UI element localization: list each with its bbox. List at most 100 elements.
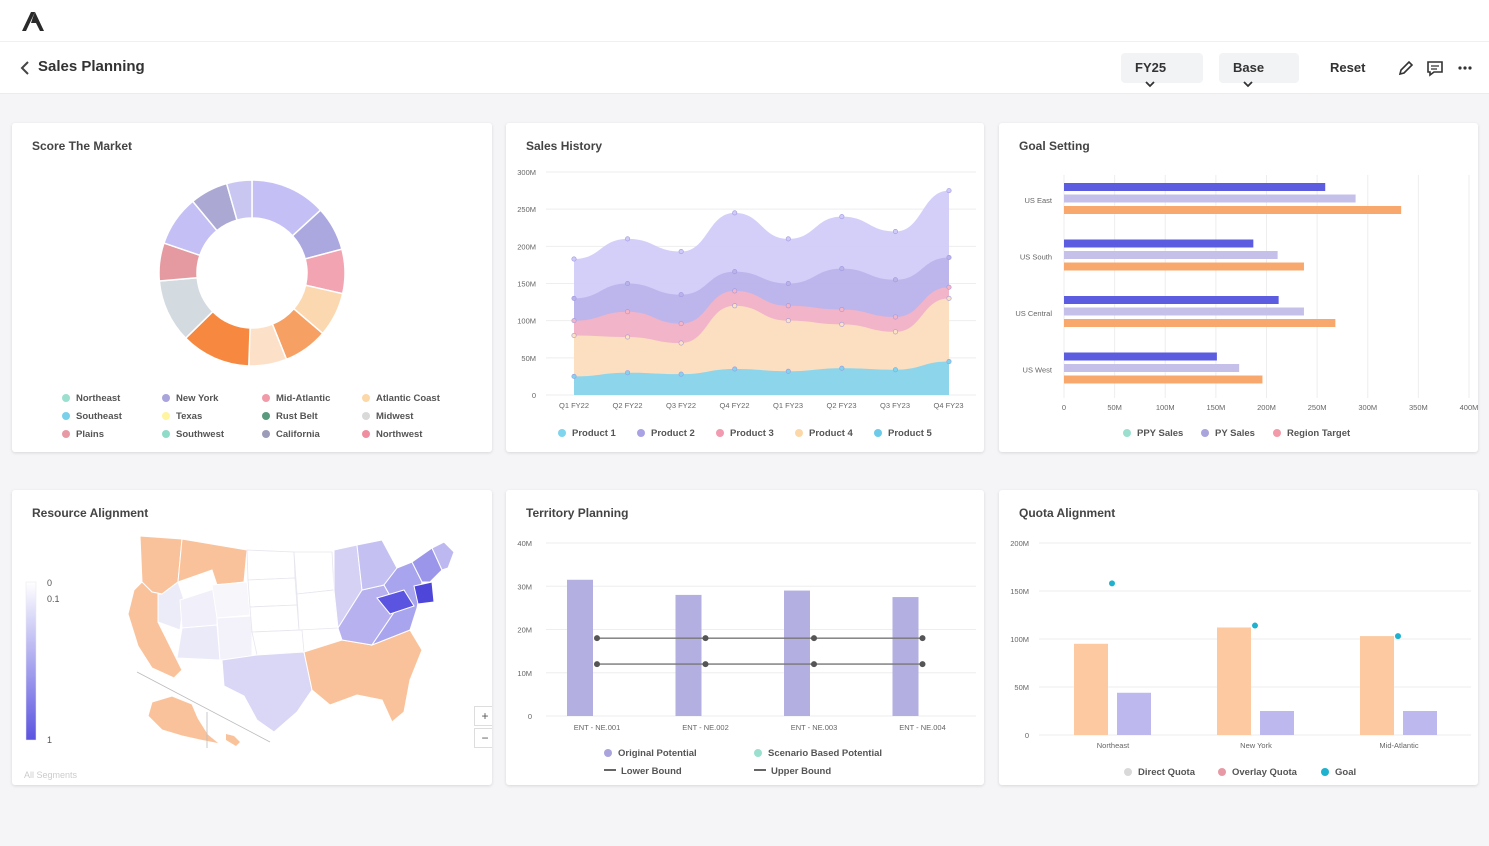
sales-history-card: Sales History 0 50M 100M 150M 200M 250M 300M Q1… <box>506 123 984 452</box>
legend-item[interactable]: Midwest <box>362 411 413 422</box>
scenario-dropdown[interactable]: Base <box>1219 53 1299 87</box>
map-state-montana[interactable] <box>177 538 248 586</box>
map-state-south-dakota[interactable] <box>247 577 298 608</box>
legend-item[interactable]: Upper Bound <box>754 766 831 777</box>
legend-item[interactable]: PPY Sales <box>1123 428 1183 439</box>
area-point <box>678 371 684 377</box>
us-map[interactable] <box>12 490 492 785</box>
area-point <box>785 236 791 242</box>
legend-item[interactable]: Southeast <box>62 411 122 422</box>
area-point <box>839 266 845 272</box>
legend-label: New York <box>176 393 219 404</box>
map-state-north-dakota[interactable] <box>246 549 296 581</box>
map-state-pennsylvania[interactable] <box>376 589 415 615</box>
x-tick-label: Q3 FY23 <box>880 401 910 410</box>
map-state-texas[interactable] <box>221 651 313 733</box>
legend-item[interactable]: Plains <box>62 429 104 440</box>
map-state-wyoming[interactable] <box>211 581 251 619</box>
app-logo[interactable] <box>20 9 46 33</box>
legend-dot <box>62 394 70 402</box>
area-point <box>839 307 845 313</box>
legend-item[interactable]: Product 1 <box>558 428 616 439</box>
map-state-hawaii[interactable] <box>226 734 240 746</box>
legend-item[interactable]: California <box>262 429 320 440</box>
reset-button[interactable]: Reset <box>1330 60 1366 75</box>
direct-quota-bar <box>1360 636 1394 735</box>
map-state-new-jersey[interactable] <box>413 581 435 605</box>
legend-item[interactable]: Atlantic Coast <box>362 393 440 404</box>
map-state-california[interactable] <box>127 581 183 679</box>
bound-point <box>919 661 926 668</box>
legend-label: Southeast <box>76 411 122 422</box>
more-options-icon[interactable] <box>1455 58 1475 78</box>
map-state-minnesota[interactable] <box>293 551 335 595</box>
back-chevron-icon[interactable] <box>18 58 34 78</box>
x-tick-label: 50M <box>1107 403 1122 412</box>
bound-point <box>594 635 600 642</box>
y-tick-label: 150M <box>517 280 536 289</box>
legend-item[interactable]: Northeast <box>62 393 120 404</box>
bound-point <box>811 635 817 642</box>
map-state-new-england[interactable] <box>431 541 455 571</box>
map-state-nevada-utah[interactable] <box>179 587 218 629</box>
map-zoom-out-button[interactable]: − <box>474 728 492 748</box>
edit-pencil-icon[interactable] <box>1396 58 1416 78</box>
legend-line-marker <box>754 769 766 771</box>
map-state-nebraska-kansas[interactable] <box>249 604 300 633</box>
potential-bar <box>567 579 593 716</box>
area-point <box>946 188 952 194</box>
legend-item[interactable]: Product 5 <box>874 428 932 439</box>
bound-point <box>919 635 926 642</box>
goal-setting-chart: 0 50M 100M 150M 200M 250M 300M 350M 400M US East U… <box>1015 175 1478 412</box>
legend-label: Upper Bound <box>771 766 832 777</box>
map-state-new-york[interactable] <box>411 547 443 583</box>
score-market-donut <box>158 179 346 367</box>
goal-setting-card: Goal Setting 0 50M 100M 150M 200M 250M 300M 350… <box>999 123 1478 452</box>
legend-item[interactable]: Product 2 <box>637 428 695 439</box>
map-state-arizona[interactable] <box>176 624 221 661</box>
color-scale-bar <box>25 581 37 741</box>
legend-item[interactable]: Mid-Atlantic <box>262 393 330 404</box>
area-point <box>785 281 791 287</box>
legend-item[interactable]: Northwest <box>362 429 422 440</box>
legend-item[interactable]: Product 4 <box>795 428 853 439</box>
y-tick-label: 150M <box>1010 587 1029 596</box>
area-point <box>732 210 738 216</box>
legend-dot <box>362 394 370 402</box>
y-tick-label: 100M <box>1010 635 1029 644</box>
goal-bar <box>1064 352 1217 361</box>
legend-item[interactable]: Rust Belt <box>262 411 318 422</box>
legend-item[interactable]: Direct Quota <box>1124 767 1195 778</box>
legend-item[interactable]: PY Sales <box>1201 428 1255 439</box>
legend-item[interactable]: New York <box>162 393 218 404</box>
goal-bar <box>1064 296 1279 304</box>
comment-icon[interactable] <box>1425 58 1445 78</box>
legend-item[interactable]: Original Potential <box>604 748 697 759</box>
legend-item[interactable]: Scenario Based Potential <box>754 748 882 759</box>
x-tick-label: Q4 FY22 <box>719 401 749 410</box>
legend-item[interactable]: Texas <box>162 411 202 422</box>
y-tick-label: 50M <box>521 354 536 363</box>
fiscal-year-dropdown[interactable]: FY25 <box>1121 53 1203 87</box>
donut-slice <box>225 179 253 222</box>
legend-item[interactable]: Product 3 <box>716 428 774 439</box>
scale-label-min: 0 <box>47 578 53 588</box>
map-state-colorado-nm[interactable] <box>216 615 253 661</box>
goal-bar <box>1064 206 1402 214</box>
quota-alignment-chart: 0 50M 100M 150M 200M Northeast New York Mid-Atl… <box>1010 539 1471 750</box>
x-tick-label: 150M <box>1206 403 1225 412</box>
area-point <box>839 214 845 220</box>
area-point <box>946 295 952 301</box>
legend-dot <box>795 429 803 437</box>
legend-item[interactable]: Overlay Quota <box>1218 767 1297 778</box>
segment-filter-label[interactable]: All Segments <box>24 770 78 780</box>
card-title: Territory Planning <box>526 506 629 520</box>
map-zoom-in-button[interactable]: + <box>474 706 492 726</box>
legend-item[interactable]: Goal <box>1321 767 1356 778</box>
map-state-iowa-missouri[interactable] <box>296 589 339 631</box>
legend-item[interactable]: Region Target <box>1273 428 1350 439</box>
map-state-alaska[interactable] <box>147 695 221 745</box>
map-state-oklahoma[interactable] <box>251 629 305 656</box>
legend-item[interactable]: Southwest <box>162 429 224 440</box>
legend-item[interactable]: Lower Bound <box>604 766 682 777</box>
